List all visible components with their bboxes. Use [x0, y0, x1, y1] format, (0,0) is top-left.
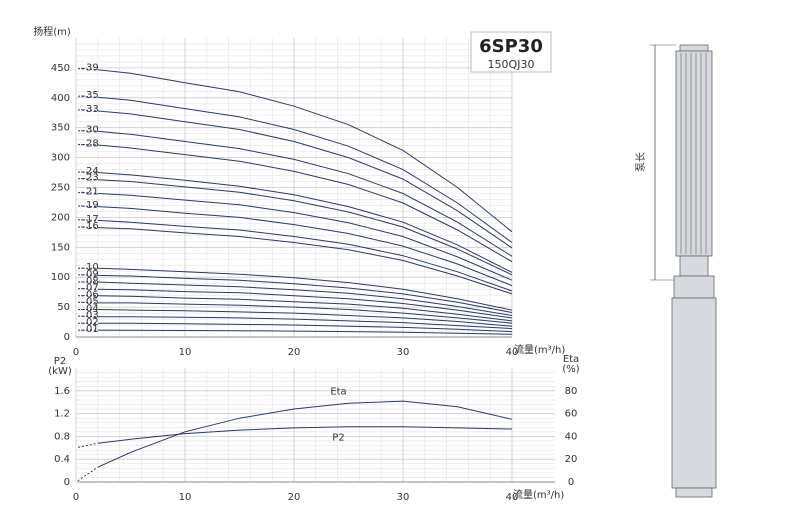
y-tick-label: 50 [57, 302, 70, 313]
curve [75, 95, 513, 243]
x-tick-label: 20 [288, 492, 301, 503]
pump-inlet [679, 255, 709, 277]
curve [75, 274, 513, 313]
y-tick-label: 0.8 [54, 431, 70, 442]
curve [75, 178, 513, 276]
title-box [470, 31, 552, 73]
motor-base [675, 487, 713, 498]
curve-label: 02 [86, 317, 99, 328]
y-tick-label: 450 [51, 63, 70, 74]
y-tick-label: 0 [64, 332, 70, 343]
pump-length-label: 泵长 [635, 152, 647, 172]
curve-label: 08 [86, 276, 99, 287]
curve [75, 68, 513, 233]
y-tick-label: 300 [51, 153, 70, 164]
curve [76, 267, 513, 311]
x-tick-label: 0 [73, 347, 79, 358]
x-tick-label: 30 [397, 347, 410, 358]
y2-tick-label: 60 [565, 409, 578, 420]
curve [75, 143, 513, 263]
curve-label: 06 [86, 290, 99, 301]
x-axis-label: 流量(m³/h) [514, 343, 565, 356]
curve-label: 09 [86, 269, 99, 280]
curve [76, 329, 513, 335]
curve [75, 191, 513, 281]
curve-label: 07 [86, 283, 99, 294]
curve [75, 226, 513, 295]
curve-label: 05 [86, 296, 99, 307]
curve [75, 171, 513, 273]
curve [75, 426, 513, 449]
curve-label: 21 [86, 186, 99, 197]
y-axis-label: P2 [54, 356, 66, 367]
curve-label: 16 [86, 221, 99, 232]
curve-label: 17 [86, 214, 99, 225]
curve [75, 205, 513, 287]
curve [75, 219, 513, 292]
y-tick-label: 0 [64, 477, 70, 488]
y2-tick-label: 0 [568, 477, 574, 488]
y-tick-label: 0.4 [54, 454, 70, 465]
chart-subtitle: 150QJ30 [488, 58, 535, 71]
curve-label: 24 [86, 166, 99, 177]
x-tick-label: 20 [288, 347, 301, 358]
curve [75, 130, 513, 257]
y-tick-label: 1.2 [54, 409, 70, 420]
y-tick-label: 400 [51, 93, 70, 104]
curve-label: 19 [86, 200, 99, 211]
curve [75, 400, 513, 483]
y-axis-label: 扬程(m) [33, 25, 71, 38]
curve-label: 01 [86, 324, 99, 335]
curve [75, 109, 513, 249]
curve-label: 23 [86, 173, 99, 184]
y-tick-label: 100 [51, 272, 70, 283]
y-axis-unit: (kW) [48, 366, 72, 377]
dash-overlay [75, 466, 99, 483]
curve-label: Eta [330, 386, 346, 397]
curve-label: 28 [86, 138, 99, 149]
curve-label: 04 [86, 303, 99, 314]
curve [75, 288, 513, 319]
curve [76, 295, 513, 322]
motor-body [671, 297, 717, 489]
y-tick-label: 200 [51, 212, 70, 223]
x-tick-label: 40 [506, 492, 519, 503]
x-tick-label: 40 [506, 347, 519, 358]
y2-tick-label: 40 [565, 431, 578, 442]
x-tick-label: 0 [73, 492, 79, 503]
y2-axis-label: Eta [563, 354, 579, 365]
curve [75, 301, 513, 324]
y-tick-label: 350 [51, 123, 70, 134]
y2-tick-label: 20 [565, 454, 578, 465]
pump-head [679, 44, 709, 52]
curve-label: 10 [86, 262, 99, 273]
chart-title: 6SP30 [479, 36, 543, 57]
pump-drawing: 泵长 [635, 44, 717, 498]
curve [75, 315, 513, 330]
curve-label: 33 [86, 104, 99, 115]
curve-label: 35 [86, 90, 99, 101]
x-tick-label: 10 [179, 492, 192, 503]
y-tick-label: 250 [51, 183, 70, 194]
curve-label: 39 [86, 62, 99, 73]
pump-coupling [673, 275, 715, 299]
pump-body [675, 50, 713, 257]
y-tick-label: 1.6 [54, 386, 70, 397]
curve [76, 322, 513, 333]
curve [76, 281, 513, 316]
x-tick-label: 30 [397, 492, 410, 503]
curve-label: 30 [86, 125, 99, 136]
y2-tick-label: 80 [565, 386, 578, 397]
curve-label: 03 [86, 310, 99, 321]
y2-axis-unit: (%) [562, 364, 579, 375]
x-tick-label: 10 [179, 347, 192, 358]
curve-label: P2 [332, 433, 344, 444]
y-tick-label: 150 [51, 242, 70, 253]
curve [76, 309, 513, 327]
x-axis-label: 流量(m³/h) [513, 488, 564, 501]
